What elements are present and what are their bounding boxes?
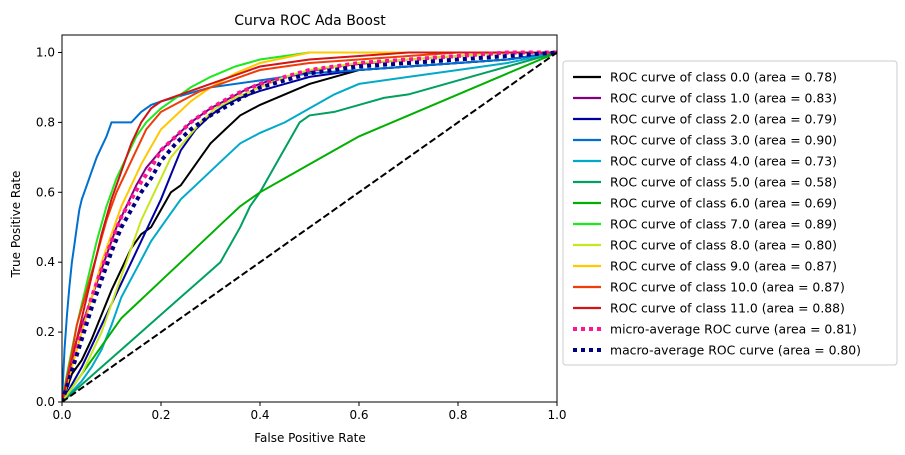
- legend-entry: ROC curve of class 11.0 (area = 0.88): [610, 301, 845, 316]
- series-line-13: [62, 50, 557, 402]
- series-line-10: [62, 51, 557, 402]
- legend-entry: ROC curve of class 6.0 (area = 0.69): [610, 196, 837, 211]
- legend-entry: ROC curve of class 8.0 (area = 0.80): [610, 238, 837, 253]
- series-line-8: [62, 51, 557, 402]
- legend-entry: ROC curve of class 5.0 (area = 0.58): [610, 175, 837, 190]
- series-line-6: [62, 51, 557, 402]
- legend-entry: ROC curve of class 3.0 (area = 0.90): [610, 133, 837, 148]
- y-tick-label: 1.0: [36, 45, 55, 59]
- series-line-12: [62, 50, 557, 402]
- legend-entry: ROC curve of class 4.0 (area = 0.73): [610, 154, 837, 169]
- y-axis-label: True Positive Rate: [9, 171, 23, 279]
- legend-entry: ROC curve of class 9.0 (area = 0.87): [610, 259, 837, 274]
- series-line-11: [62, 51, 557, 402]
- series-line-3: [62, 51, 557, 402]
- y-tick-label: 0.2: [36, 325, 55, 339]
- legend-entry: ROC curve of class 10.0 (area = 0.87): [610, 280, 845, 295]
- x-tick-label: 0.0: [52, 408, 71, 422]
- x-tick-label: 0.2: [151, 408, 170, 422]
- legend-entry: micro-average ROC curve (area = 0.81): [610, 322, 857, 337]
- y-tick-label: 0.8: [36, 115, 55, 129]
- axes-frame: [61, 34, 558, 403]
- x-tick-label: 1.0: [547, 408, 566, 422]
- legend: ROC curve of class 0.0 (area = 0.78) ROC …: [562, 60, 898, 366]
- legend-entry: ROC curve of class 0.0 (area = 0.78): [610, 70, 837, 85]
- axis-ticks: 0.0 0.2 0.4 0.6 0.8 1.0 0.0 0.2 0.4 0.6 0.8 1.0: [36, 45, 567, 422]
- legend-frame: [562, 60, 898, 366]
- y-tick-label: 0.4: [36, 255, 55, 269]
- x-tick-label: 0.4: [250, 408, 269, 422]
- legend-entry: ROC curve of class 7.0 (area = 0.89): [610, 217, 837, 232]
- x-tick-label: 0.6: [349, 408, 368, 422]
- x-axis-label: False Positive Rate: [254, 431, 366, 445]
- legend-entry: macro-average ROC curve (area = 0.80): [610, 343, 861, 358]
- series-line-5: [62, 51, 557, 402]
- plot-area: [62, 50, 557, 402]
- y-tick-label: 0.0: [36, 395, 55, 409]
- legend-entry: ROC curve of class 2.0 (area = 0.79): [610, 112, 837, 127]
- x-tick-label: 0.8: [448, 408, 467, 422]
- series-line-4: [62, 51, 557, 402]
- chart-title: Curva ROC Ada Boost: [234, 13, 386, 29]
- reference-diagonal: [62, 51, 557, 402]
- series-line-0: [62, 51, 557, 402]
- legend-entry: ROC curve of class 1.0 (area = 0.83): [610, 91, 837, 106]
- y-tick-label: 0.6: [36, 185, 55, 199]
